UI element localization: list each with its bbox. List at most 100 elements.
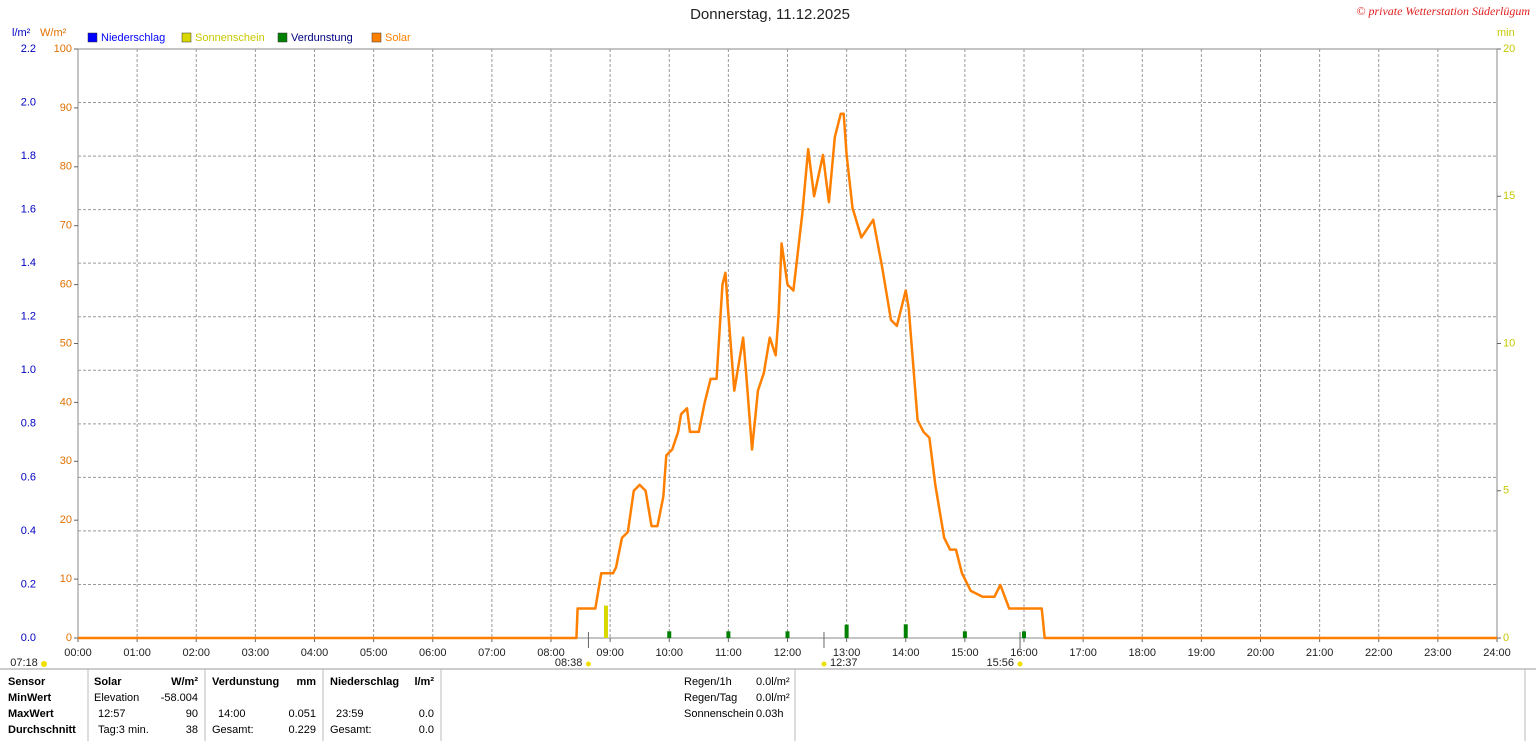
marker-label: 08:38 (555, 657, 583, 669)
x-tick-label: 09:00 (596, 647, 624, 659)
bar (1022, 631, 1026, 638)
x-tick-label: 19:00 (1188, 647, 1216, 659)
y3-tick-label: 1.0 (21, 364, 36, 376)
x-tick-label: 18:00 (1128, 647, 1156, 659)
y2-tick-label: 0 (1503, 632, 1509, 644)
legend-swatch (371, 32, 382, 43)
y-tick-label: 20 (60, 514, 72, 526)
sun-icon (41, 661, 47, 667)
table-header: l/m² (414, 676, 434, 688)
chart-title: Donnerstag, 11.12.2025 (690, 6, 850, 23)
table-cell: 0.229 (288, 724, 316, 736)
table-cell: MinWert (8, 692, 52, 704)
x-tick-label: 10:00 (655, 647, 683, 659)
bar (785, 631, 790, 638)
legend-swatch (181, 32, 192, 43)
table-header: W/m² (171, 676, 198, 688)
y-tick-label: 90 (60, 102, 72, 114)
y3-axis-label: l/m² (12, 27, 31, 39)
x-tick-label: 22:00 (1365, 647, 1393, 659)
table-cell: MaxWert (8, 708, 54, 720)
y3-tick-label: 1.6 (21, 204, 36, 216)
y3-tick-label: 1.2 (21, 311, 36, 323)
day-length: 07:18 (10, 657, 38, 669)
x-tick-label: 00:00 (64, 647, 92, 659)
marker-label: 12:37 (830, 657, 858, 669)
bar (726, 631, 731, 638)
summary-value: 0.03h (756, 708, 784, 720)
marker-label: 15:56 (987, 657, 1015, 669)
x-tick-label: 01:00 (123, 647, 151, 659)
summary-value: 0.0l/m² (756, 692, 790, 704)
y-tick-label: 0 (66, 632, 72, 644)
table-header: Solar (94, 676, 122, 688)
y2-tick-label: 5 (1503, 485, 1509, 497)
x-tick-label: 20:00 (1247, 647, 1275, 659)
table-cell: Gesamt: (330, 724, 372, 736)
legend-label: Sonnenschein (195, 32, 265, 44)
table-cell: -58.004 (161, 692, 198, 704)
table-cell: 0.051 (288, 708, 316, 720)
table-cell: Durchschnitt (8, 724, 76, 736)
y2-tick-label: 10 (1503, 337, 1515, 349)
legend-label: Solar (385, 32, 411, 44)
summary-label: Sonnenschein (684, 708, 754, 720)
y2-tick-label: 15 (1503, 190, 1515, 202)
bar (667, 631, 672, 638)
x-tick-label: 05:00 (360, 647, 388, 659)
y3-tick-label: 0.0 (21, 632, 36, 644)
x-tick-label: 08:00 (537, 647, 565, 659)
y-tick-label: 80 (60, 161, 72, 173)
y3-tick-label: 2.0 (21, 96, 36, 108)
legend-label: Verdunstung (291, 32, 353, 44)
y-tick-label: 10 (60, 573, 72, 585)
y2-tick-label: 20 (1503, 43, 1515, 55)
copyright: © private Wetterstation Süderlügum (1356, 4, 1530, 18)
marker-dot (1017, 661, 1023, 667)
y3-tick-label: 1.8 (21, 150, 36, 162)
x-tick-label: 15:00 (951, 647, 979, 659)
y3-tick-label: 0.2 (21, 578, 36, 590)
legend-label: Niederschlag (101, 32, 165, 44)
x-tick-label: 11:00 (715, 647, 742, 659)
x-tick-label: 24:00 (1483, 647, 1511, 659)
table-header: Verdunstung (212, 676, 279, 688)
table-cell: 14:00 (218, 708, 246, 720)
y-axis-label: W/m² (40, 27, 67, 39)
table-cell: 38 (186, 724, 198, 736)
x-tick-label: 21:00 (1306, 647, 1334, 659)
x-tick-label: 02:00 (182, 647, 210, 659)
y3-tick-label: 0.4 (21, 525, 36, 537)
y-tick-label: 40 (60, 396, 72, 408)
x-tick-label: 14:00 (892, 647, 920, 659)
table-cell: 0.0 (419, 724, 434, 736)
table-cell: Elevation (94, 692, 139, 704)
table-cell: 0.0 (419, 708, 434, 720)
y-tick-label: 100 (54, 43, 72, 55)
table-cell: 90 (186, 708, 198, 720)
summary-label: Regen/Tag (684, 692, 737, 704)
table-header: Niederschlag (330, 676, 399, 688)
x-tick-label: 23:00 (1424, 647, 1452, 659)
series-line (78, 112, 1497, 640)
y2-axis-label: min (1497, 27, 1515, 39)
y-tick-label: 50 (60, 337, 72, 349)
y3-tick-label: 2.2 (21, 43, 36, 55)
table-header: mm (296, 676, 316, 688)
marker-dot (585, 661, 591, 667)
table-cell: 12:57 (98, 708, 126, 720)
table-cell: 23:59 (336, 708, 364, 720)
table-cell: Gesamt: (212, 724, 254, 736)
bar (903, 624, 908, 638)
summary-label: Regen/1h (684, 676, 732, 688)
y3-tick-label: 0.6 (21, 471, 36, 483)
legend-swatch (87, 32, 98, 43)
table-header: Sensor (8, 676, 46, 688)
y-tick-label: 70 (60, 220, 72, 232)
y-tick-label: 30 (60, 455, 72, 467)
x-tick-label: 03:00 (242, 647, 270, 659)
bar (603, 605, 608, 638)
x-tick-label: 07:00 (478, 647, 506, 659)
